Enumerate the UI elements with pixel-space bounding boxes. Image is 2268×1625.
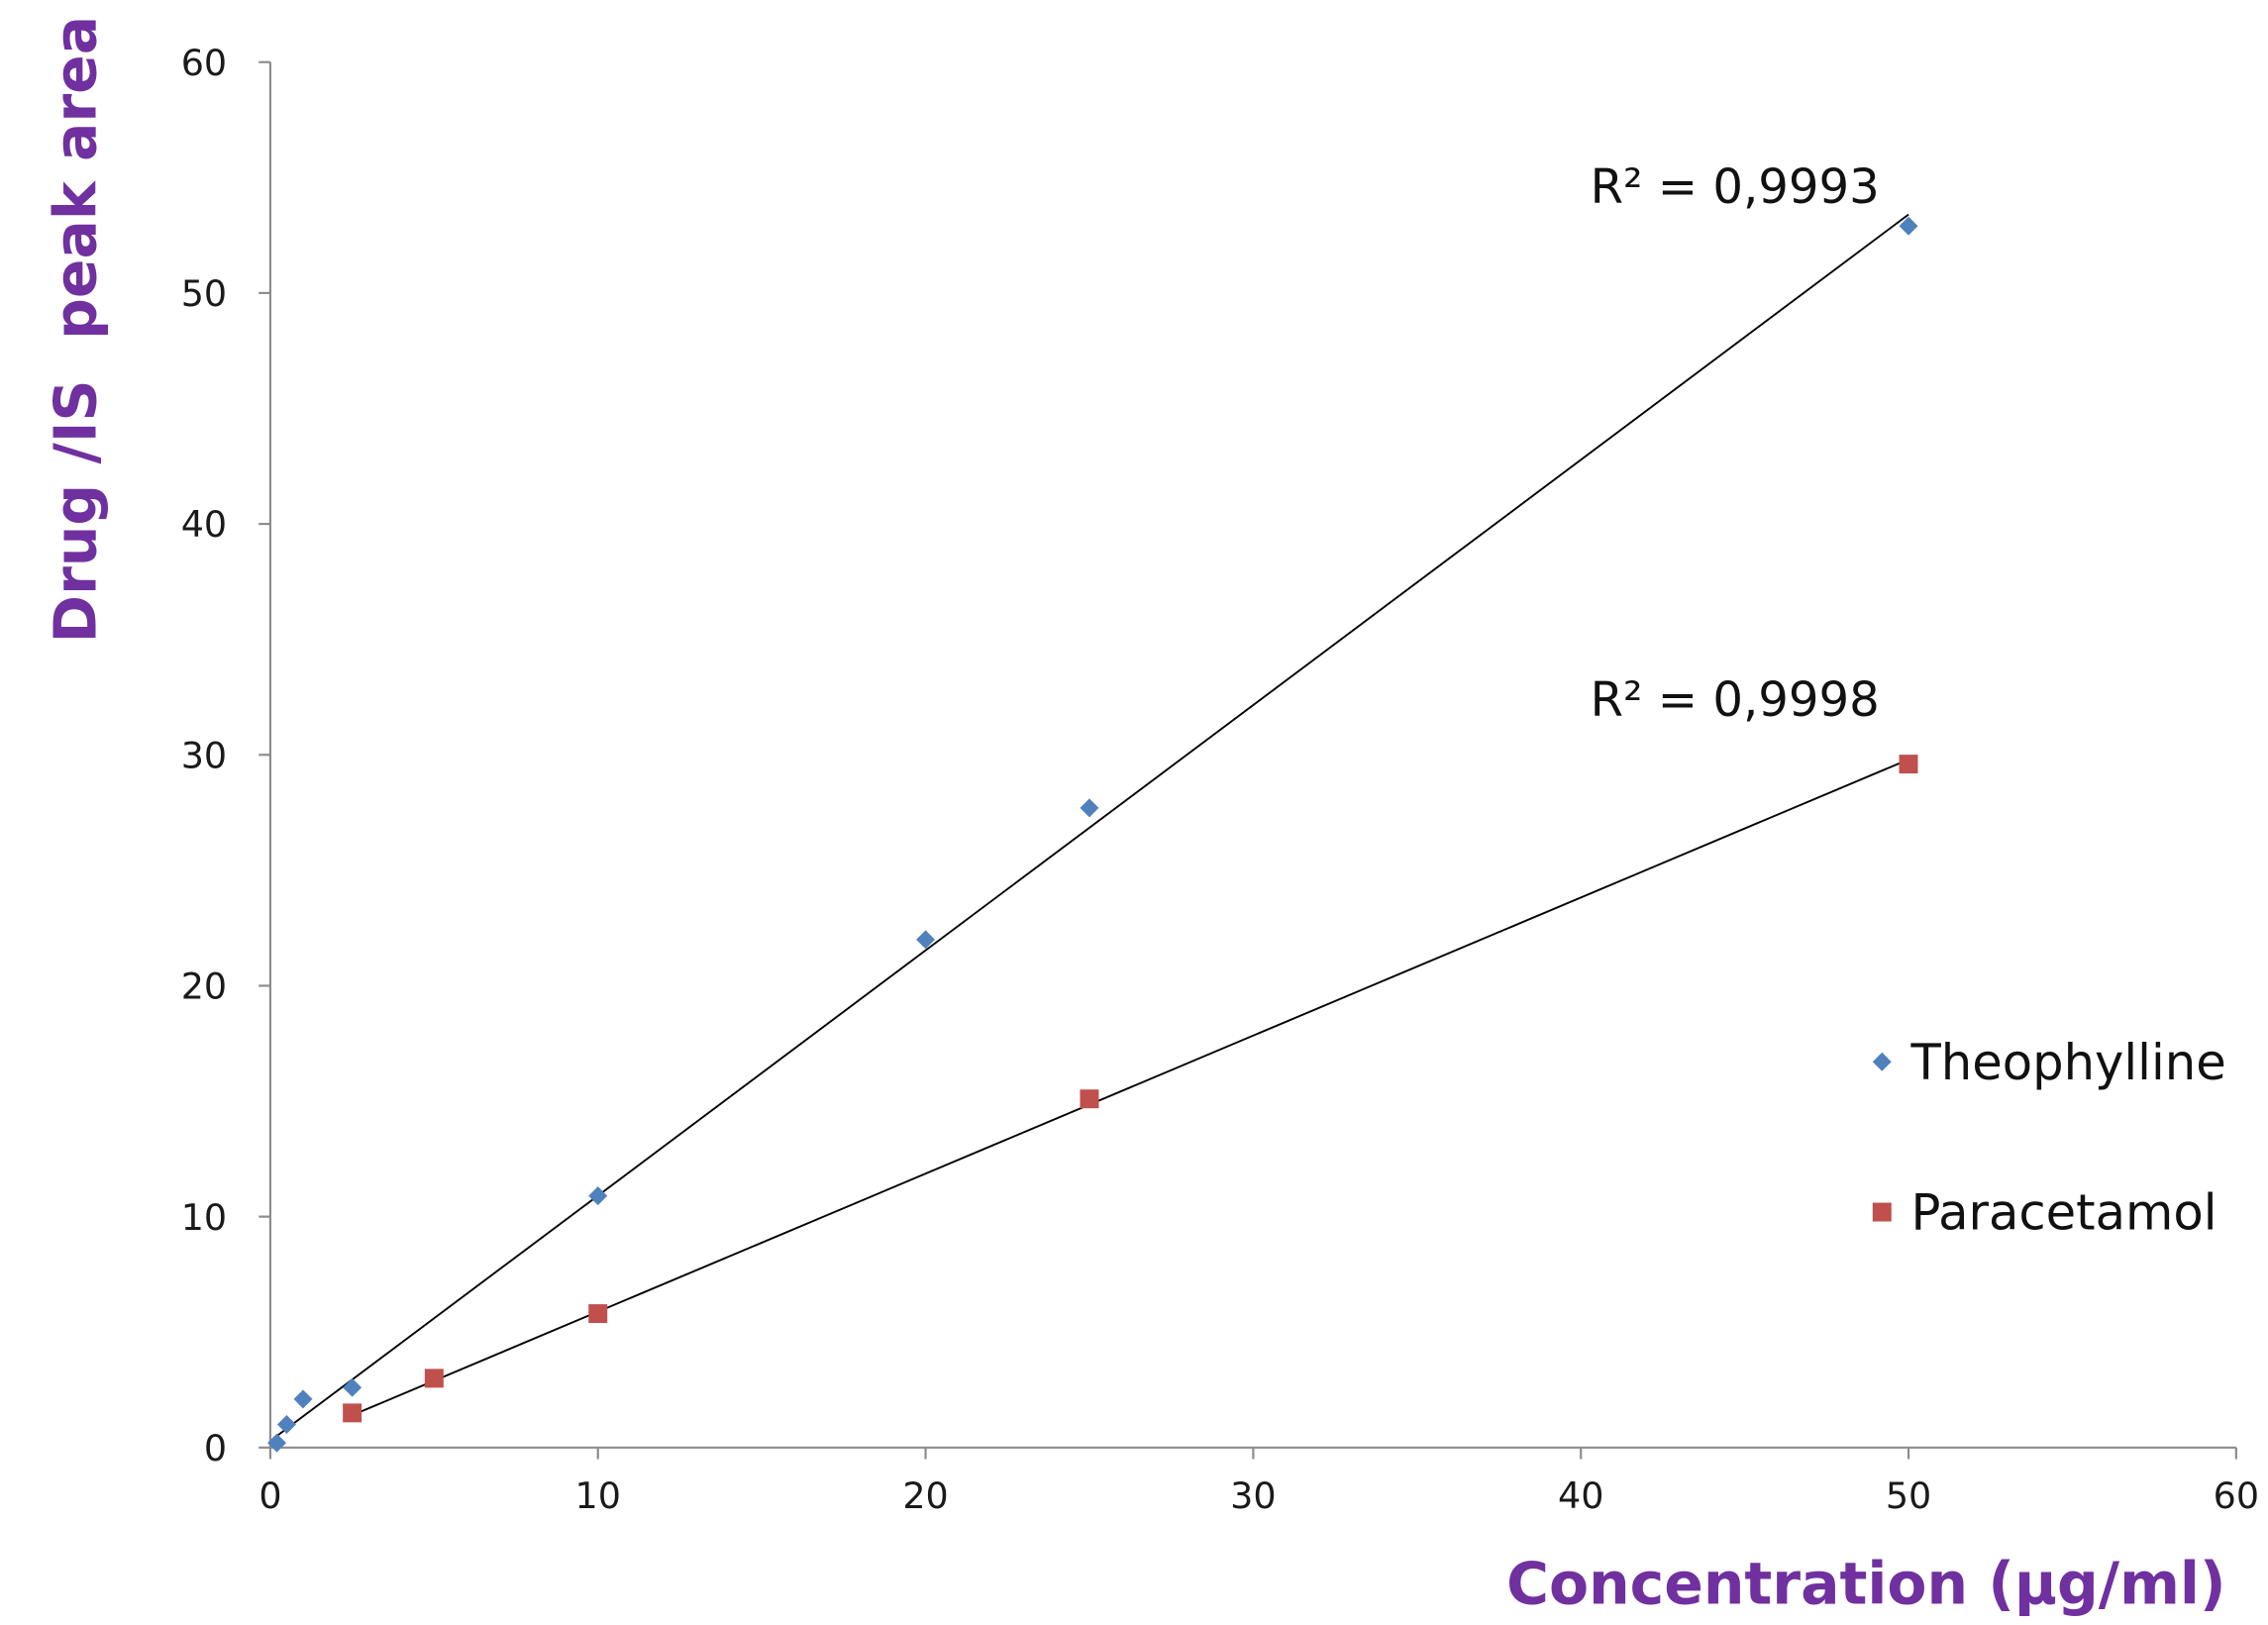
- y-tick-label: 20: [181, 965, 227, 1008]
- paracetamol-point: [424, 1369, 444, 1388]
- legend: Theophylline Paracetamol: [1872, 1034, 2226, 1242]
- theophylline-point: [1080, 798, 1099, 818]
- paracetamol-trendline: [352, 759, 1909, 1417]
- x-tick-label: 60: [2214, 1474, 2259, 1517]
- trendlines: [275, 213, 1909, 1437]
- x-tick-label: 0: [258, 1474, 281, 1517]
- theophylline-point: [343, 1377, 362, 1397]
- y-tick-label: 30: [181, 734, 227, 776]
- x-ticks: 0 10 20 30 40 50 60: [258, 1447, 2259, 1517]
- x-tick-label: 20: [902, 1474, 948, 1517]
- x-tick-label: 50: [1886, 1474, 1931, 1517]
- paracetamol-point: [588, 1304, 608, 1324]
- theophylline-point: [916, 930, 936, 950]
- theophylline-trendline: [275, 213, 1909, 1437]
- y-axis-title: Drug /IS peak area: [42, 16, 109, 643]
- legend-diamond-icon: [1872, 1052, 1892, 1071]
- legend-square-icon: [1872, 1202, 1892, 1222]
- theophylline-point: [1899, 216, 1918, 236]
- y-tick-label: 10: [181, 1196, 227, 1239]
- theophylline-point: [293, 1389, 313, 1409]
- x-tick-label: 10: [575, 1474, 621, 1517]
- theophylline-point: [588, 1186, 608, 1206]
- x-tick-label: 40: [1558, 1474, 1603, 1517]
- legend-label-paracetamol: Paracetamol: [1910, 1184, 2216, 1242]
- paracetamol-point: [343, 1403, 362, 1423]
- y-tick-label: 0: [204, 1427, 227, 1470]
- axes: 0 10 20 30 40 50 60 0 10 20 30 40 50 60: [181, 42, 2259, 1517]
- paracetamol-point: [1899, 755, 1918, 774]
- r2-labels: R² = 0,9993 R² = 0,9998: [1591, 159, 1880, 728]
- data-markers: [267, 216, 1918, 1453]
- y-tick-label: 50: [181, 272, 227, 315]
- x-tick-label: 30: [1230, 1474, 1276, 1517]
- legend-label-theophylline: Theophylline: [1909, 1034, 2225, 1091]
- y-tick-label: 60: [181, 42, 227, 84]
- y-tick-label: 40: [181, 503, 227, 546]
- theophylline-r2-label: R² = 0,9993: [1591, 159, 1880, 215]
- theophylline-point: [276, 1415, 296, 1434]
- x-axis-title: Concentration (µg/ml): [1506, 1550, 2225, 1617]
- paracetamol-point: [1080, 1089, 1099, 1109]
- y-ticks: 0 10 20 30 40 50 60: [181, 42, 270, 1470]
- paracetamol-r2-label: R² = 0,9998: [1591, 672, 1880, 728]
